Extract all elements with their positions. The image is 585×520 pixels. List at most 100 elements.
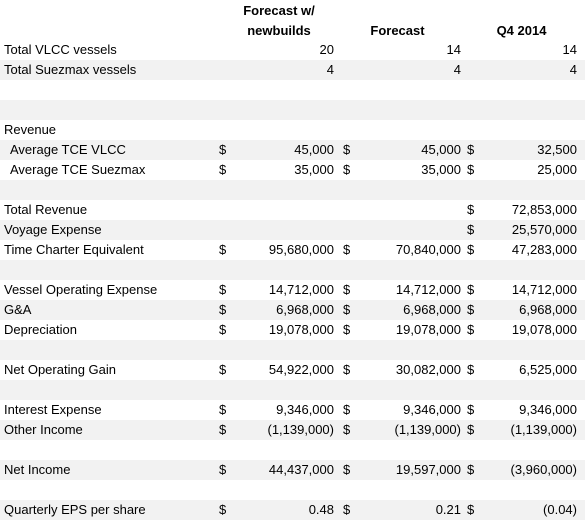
value-cell: 47,283,000: [511, 242, 577, 257]
value-cell: 4: [453, 62, 461, 77]
dollar-sign: $: [219, 402, 227, 417]
table-row: [0, 80, 585, 100]
value-cell: 9,346,000: [276, 402, 334, 417]
dollar-sign: $: [467, 462, 475, 477]
dollar-sign: $: [219, 422, 227, 437]
dollar-sign: $: [343, 162, 351, 177]
dollar-sign: $: [219, 322, 227, 337]
table-row: Time Charter Equivalent $95,680,000 $70,84…: [0, 240, 585, 260]
value-cell: 19,078,000: [395, 322, 461, 337]
value-cell: 14,712,000: [511, 282, 577, 297]
table-row: Total Revenue $72,853,000: [0, 200, 585, 220]
row-label: Interest Expense: [4, 402, 102, 417]
value-cell: 6,968,000: [519, 302, 577, 317]
value-cell: 9,346,000: [519, 402, 577, 417]
row-label: Net Operating Gain: [4, 362, 117, 377]
header-forecast: Forecast: [370, 23, 425, 38]
value-cell: 6,525,000: [519, 362, 577, 377]
value-cell: 32,500: [537, 142, 577, 157]
value-cell: (1,139,000): [394, 422, 462, 437]
financial-forecast-sheet: Forecast w/ newbuilds Forecast Q4 2014 T…: [0, 3, 585, 520]
value-cell: 4: [569, 62, 577, 77]
value-cell: 9,346,000: [403, 402, 461, 417]
header-forecast-newbuilds-line2: newbuilds: [247, 23, 311, 38]
value-cell: (0.04): [543, 502, 577, 517]
dollar-sign: $: [343, 402, 351, 417]
row-label: Other Income: [4, 422, 83, 437]
table-row: [0, 260, 585, 280]
row-label: Time Charter Equivalent: [4, 242, 144, 257]
dollar-sign: $: [219, 462, 227, 477]
dollar-sign: $: [467, 162, 475, 177]
row-label: Total VLCC vessels: [4, 42, 117, 57]
dollar-sign: $: [467, 282, 475, 297]
dollar-sign: $: [219, 302, 227, 317]
dollar-sign: $: [343, 502, 351, 517]
row-label: G&A: [4, 302, 32, 317]
dollar-sign: $: [219, 282, 227, 297]
value-cell: 45,000: [294, 142, 334, 157]
value-cell: 35,000: [421, 162, 461, 177]
table-row: [0, 480, 585, 500]
table-row: Net Income $44,437,000 $19,597,000 $ (3,960,…: [0, 460, 585, 480]
table-row: Voyage Expense $25,570,000: [0, 220, 585, 240]
dollar-sign: $: [467, 222, 475, 237]
value-cell: 14,712,000: [395, 282, 461, 297]
dollar-sign: $: [219, 142, 227, 157]
value-cell: 0.48: [308, 502, 334, 517]
value-cell: 25,000: [537, 162, 577, 177]
value-cell: 70,840,000: [395, 242, 461, 257]
dollar-sign: $: [467, 422, 475, 437]
dollar-sign: $: [467, 322, 475, 337]
table-row: Average TCE Suezmax $35,000 $35,000 $25,000: [0, 160, 585, 180]
dollar-sign: $: [343, 322, 351, 337]
value-cell: 45,000: [421, 142, 461, 157]
value-cell: 6,968,000: [403, 302, 461, 317]
value-cell: 44,437,000: [268, 462, 334, 477]
value-cell: 19,597,000: [395, 462, 461, 477]
header-q4-2014: Q4 2014: [496, 23, 547, 38]
value-cell: 25,570,000: [511, 222, 577, 237]
value-cell: 95,680,000: [268, 242, 334, 257]
dollar-sign: $: [343, 242, 351, 257]
table-row: Interest Expense $9,346,000 $9,346,000 $9,3…: [0, 400, 585, 420]
row-label: Quarterly EPS per share: [4, 502, 146, 517]
dollar-sign: $: [343, 282, 351, 297]
dollar-sign: $: [467, 502, 475, 517]
value-cell: (1,139,000): [510, 422, 578, 437]
value-cell: 19,078,000: [511, 322, 577, 337]
dollar-sign: $: [219, 242, 227, 257]
value-cell: 19,078,000: [268, 322, 334, 337]
value-cell: 0.21: [435, 502, 461, 517]
value-cell: (1,139,000): [267, 422, 335, 437]
value-cell: 72,853,000: [511, 202, 577, 217]
table-row: Quarterly EPS per share $0.48 $0.21 $ (0.04): [0, 500, 585, 520]
row-label: Total Revenue: [4, 202, 88, 217]
dollar-sign: $: [467, 142, 475, 157]
table-row: Total Suezmax vessels 4 4 4: [0, 60, 585, 80]
value-cell: (3,960,000): [510, 462, 578, 477]
table-row: [0, 180, 585, 200]
table-row: Depreciation $19,078,000 $19,078,000 $19,07…: [0, 320, 585, 340]
value-cell: 54,922,000: [268, 362, 334, 377]
table-row: Revenue: [0, 120, 585, 140]
header-forecast-newbuilds-line1: Forecast w/: [243, 3, 315, 18]
dollar-sign: $: [343, 142, 351, 157]
row-label: Total Suezmax vessels: [4, 62, 137, 77]
value-cell: 14: [562, 42, 577, 57]
row-label: Voyage Expense: [4, 222, 102, 237]
dollar-sign: $: [467, 362, 475, 377]
value-cell: 30,082,000: [395, 362, 461, 377]
table-row: G&A $6,968,000 $6,968,000 $6,968,000: [0, 300, 585, 320]
table-row: [0, 100, 585, 120]
value-cell: 14,712,000: [268, 282, 334, 297]
row-label: Net Income: [4, 462, 71, 477]
value-cell: 14: [446, 42, 461, 57]
dollar-sign: $: [467, 302, 475, 317]
value-cell: 20: [319, 42, 334, 57]
dollar-sign: $: [219, 162, 227, 177]
table-row: Net Operating Gain $54,922,000 $30,082,000…: [0, 360, 585, 380]
row-label: Revenue: [4, 122, 57, 137]
dollar-sign: $: [343, 462, 351, 477]
row-label: Depreciation: [4, 322, 77, 337]
